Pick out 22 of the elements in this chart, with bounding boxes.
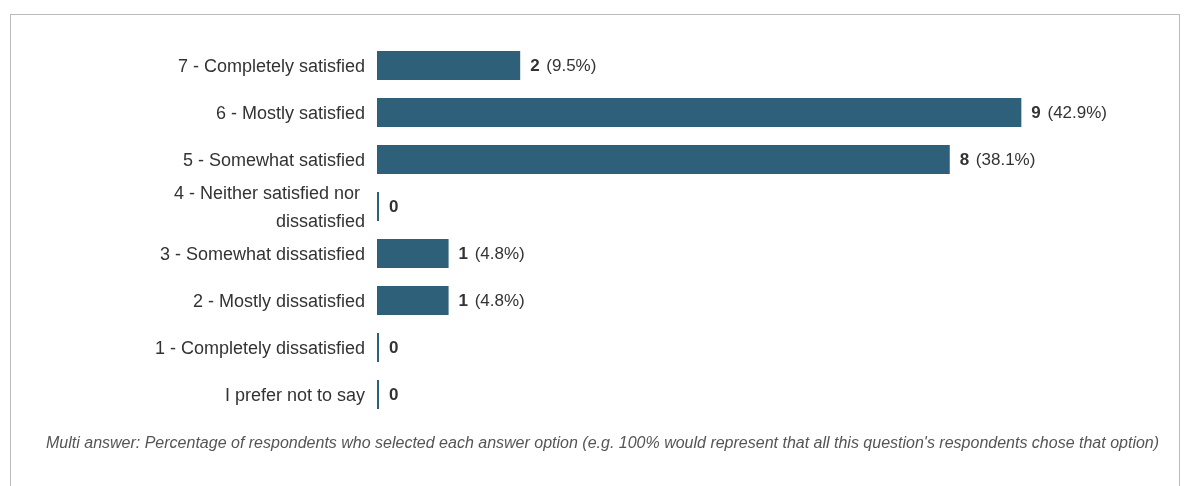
y-tick-label: 5 - Somewhat satisfied [182, 149, 365, 170]
y-tick-label: I prefer not to say [224, 384, 365, 405]
bar [377, 51, 521, 80]
bar [377, 286, 449, 315]
data-label: 1 (4.8%) [458, 291, 525, 310]
data-label: 2 (9.5%) [530, 56, 597, 75]
data-label: 0 [389, 385, 399, 404]
y-tick-label: 4 - Neither satisfied nor dissatisfied [173, 182, 365, 231]
data-label: 0 [389, 197, 399, 216]
y-tick-label: 2 - Mostly dissatisfied [192, 290, 365, 311]
y-tick-label: 7 - Completely satisfied [177, 55, 365, 76]
data-label: 9 (42.9%) [1031, 103, 1108, 122]
bar [377, 239, 449, 268]
data-label: 0 [389, 338, 399, 357]
data-label: 8 (38.1%) [959, 150, 1036, 169]
y-tick-label: 6 - Mostly satisfied [215, 102, 365, 123]
bar [377, 145, 950, 174]
bar [377, 98, 1022, 127]
text: Multi answer: Percentage of respondents who selected each answer option (e.g. 100% would represent that all this question's respondents chose that option) [46, 433, 1161, 453]
y-tick-label: 3 - Somewhat dissatisfied [159, 243, 365, 264]
y-tick-label: 1 - Completely dissatisfied [154, 337, 365, 358]
data-label: 1 (4.8%) [458, 244, 525, 263]
